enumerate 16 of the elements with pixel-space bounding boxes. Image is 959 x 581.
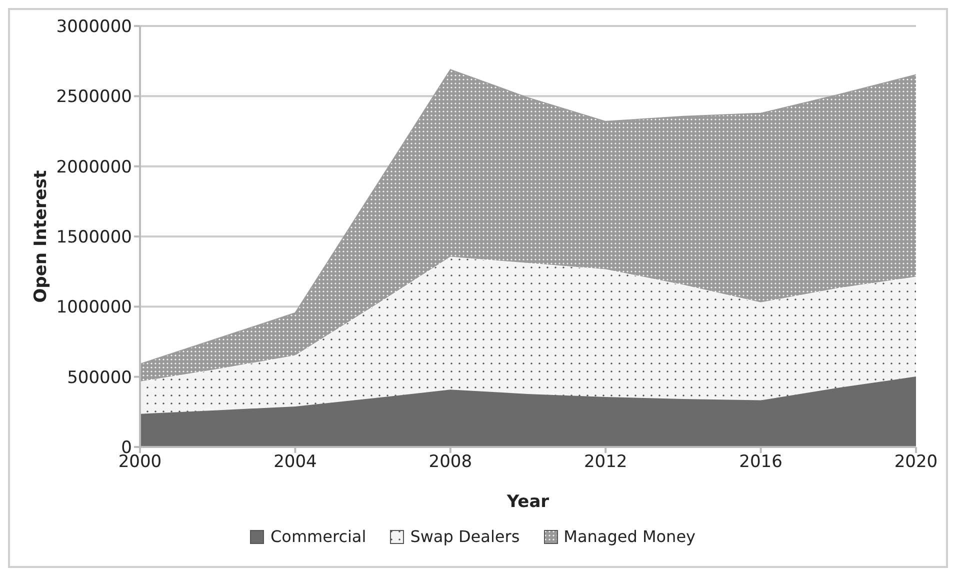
- y-tick-label: 1000000: [56, 298, 132, 318]
- legend-label: Swap Dealers: [410, 527, 520, 546]
- y-tick-label: 2500000: [56, 87, 132, 108]
- x-tick-label: 2008: [428, 452, 472, 472]
- x-tick-label: 2016: [739, 452, 782, 472]
- x-tick-label: 2020: [894, 452, 938, 472]
- legend-label: Managed Money: [564, 527, 696, 546]
- x-tick-label: 2004: [274, 452, 317, 472]
- y-tick-label: 1500000: [56, 228, 132, 248]
- x-tick-label: 2012: [584, 452, 628, 472]
- y-tick-label: 2000000: [56, 157, 132, 178]
- y-tick-label: 500000: [67, 368, 132, 388]
- y-axis-title: Open Interest: [31, 170, 52, 303]
- y-tick-label: 3000000: [56, 17, 132, 38]
- x-axis-title: Year: [506, 492, 550, 512]
- legend-label: Commercial: [270, 527, 366, 546]
